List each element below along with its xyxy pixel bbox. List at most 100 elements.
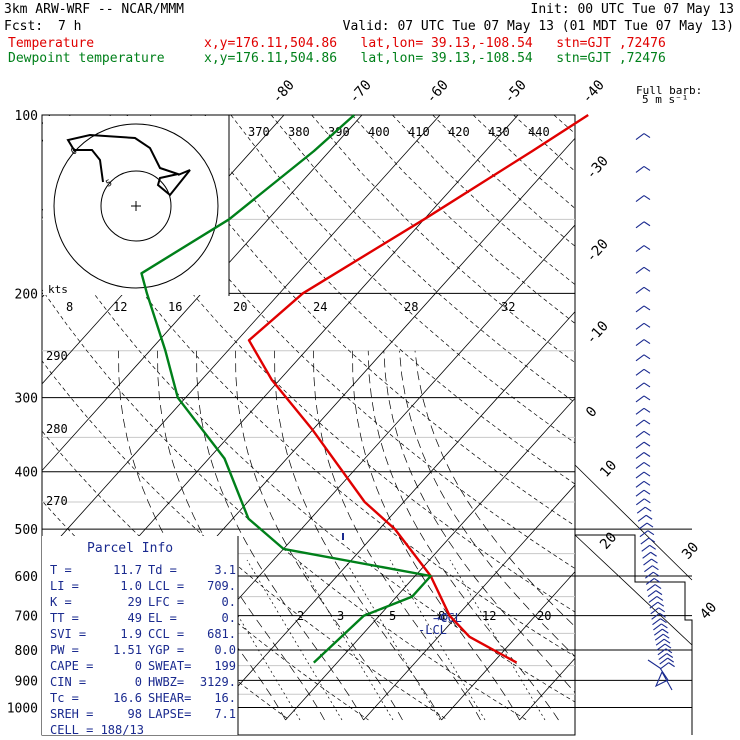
wind-barb [660,618,667,624]
wind-barb [658,653,668,660]
wind-barb [652,571,660,577]
isotherm-label: 10 [597,457,620,480]
parcel-base-marker [440,613,448,621]
isotherm-label: 20 [597,529,620,552]
theta-label: 380 [288,125,310,139]
wind-barb [635,407,645,415]
parcel-param-label: SWEAT= [148,659,191,673]
parcel-param-label: YGP = [148,643,184,657]
parcel-param-value: 1.0 [120,579,142,593]
wind-barb [635,339,645,347]
hodograph-ring-label: 5 [105,178,115,189]
theta-label: 440 [528,125,550,139]
wind-barb [655,590,663,596]
dry-adiabat [230,115,575,444]
mixing-ratio-line [297,559,394,721]
theta-label: 430 [488,125,510,139]
mixing-ratio-label: 3 [337,609,344,623]
parcel-param-label: LAPSE= [148,707,191,721]
parcel-param-value: 0 [135,675,142,689]
wind-barb [654,584,662,590]
wind-barb [653,623,662,631]
parcel-param-label: LI = [50,579,79,593]
pressure-label-500: 500 [15,523,38,538]
wind-barb [643,368,651,374]
moist-adiabat [383,350,575,694]
wind-barb [643,461,651,467]
theta-label: 410 [408,125,430,139]
isotherm-label: -20 [583,236,612,266]
wind-barb [643,430,651,436]
isotherm-line [676,115,740,720]
wind-barb [651,558,658,564]
theta-label: 370 [248,125,270,139]
theta-label: 420 [448,125,470,139]
wind-barb [663,638,671,644]
parcel-param-value: 681. [207,627,236,641]
wind-barb [643,395,651,401]
wind-barb [635,354,645,362]
theta-label: 280 [46,422,68,436]
isotherm-label: 0 [583,404,601,421]
hodograph-ring-label: 0 [70,146,80,157]
dry-adiabat [190,115,575,485]
wind-barb [648,537,656,543]
parcel-param-label: CIN = [50,675,86,689]
parcel-param-label: Td = [148,563,177,577]
moist-adiabat [313,350,481,721]
moist-adiabat [274,350,442,721]
wind-barb [635,195,645,203]
init-time: Init: 00 UTC Tue 07 May 13 [530,2,735,17]
mixing-ratio-label: 12 [482,609,496,623]
isotherm-label: -60 [423,77,452,107]
parcel-param-label: SREH = [50,707,93,721]
wind-barb [662,633,670,639]
wind-barb [643,480,651,486]
parcel-param-value: 0.0 [214,643,236,657]
parcel-param-label: PW = [50,643,79,657]
dry-adiabat [432,115,575,247]
parcel-param-value: 11.7 [113,563,142,577]
isotherm-line [42,115,363,472]
theta-label: 390 [328,125,350,139]
wind-barb [635,489,645,497]
wind-barb [657,601,665,607]
wind-barb [666,653,674,658]
parcel-param-value: 709. [207,579,236,593]
hodograph-speed-tick: 8 [66,300,73,314]
parcel-param-value: 29 [128,595,142,609]
wind-barb [635,462,645,469]
pressure-label-900: 900 [15,674,38,689]
wind-barb [635,133,645,140]
dry-adiabat [270,115,575,403]
dewpoint-label: Dewpoint temperature [8,51,165,66]
isotherm-label: -80 [269,77,298,107]
mixing-ratio-label: 2 [297,609,304,623]
parcel-param-label: CAPE = [50,659,93,673]
wind-barb [643,452,651,457]
pressure-label-300: 300 [15,392,38,407]
isotherm-label: -50 [501,77,530,107]
dry-adiabat [472,115,575,209]
isotherm-line [285,397,575,721]
isotherm-line [574,534,693,646]
model-title: 3km ARW-WRF -- NCAR/MMM [4,2,185,17]
temperature-location: x,y=176.11,504.86 lat,lon= 39.13,-108.54… [204,36,666,51]
wind-barb [635,419,645,427]
wind-barb [658,607,666,613]
wind-barb [643,382,651,388]
wind-barb [667,657,675,663]
moist-adiabat [399,350,575,657]
wind-barb [644,571,654,579]
temperature-label: Temperature [8,36,95,51]
wind-barb [635,480,645,488]
hodograph-ring [100,170,172,242]
isotherm-label: -70 [346,77,375,107]
dry-adiabat [635,115,740,720]
parcel-param-label: LCL = [148,579,184,593]
pressure-label-800: 800 [15,644,38,659]
parcel-param-label: CCL = [148,627,184,641]
moist-adiabat [196,350,364,721]
wind-barb [665,648,673,654]
